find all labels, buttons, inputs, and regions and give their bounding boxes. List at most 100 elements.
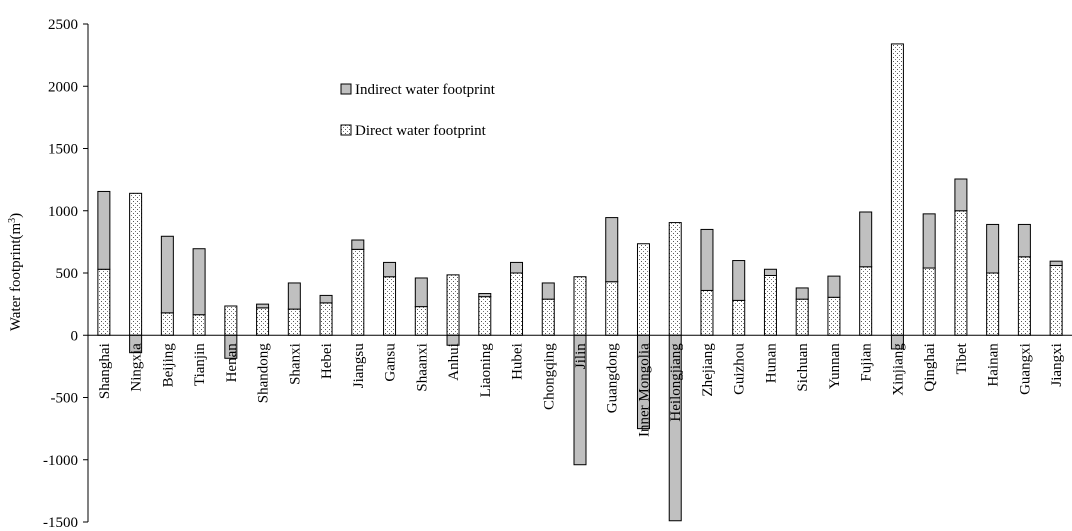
- bar-direct-26: [922, 267, 936, 336]
- y-axis-title: Water footprint(m3): [7, 213, 25, 331]
- y-axis: 2500 2000 1500 1000 500 0 -500 -1000 -1500: [43, 17, 1072, 531]
- bar-direct-27: [954, 210, 968, 336]
- x-tick-label: Liaoning: [478, 343, 494, 398]
- legend-swatch-indirect: [340, 83, 352, 95]
- x-tick-label: Jiangsu: [351, 343, 367, 389]
- bar-direct-1: [129, 192, 143, 336]
- x-tick-label: Shaanxi: [414, 343, 430, 391]
- bar-direct-24: [859, 266, 873, 336]
- legend-label-indirect: Indirect water footprint: [355, 82, 496, 98]
- y-tick-label: 0: [71, 328, 79, 344]
- bar-direct-11: [446, 274, 460, 336]
- x-tick-label: Jiangxi: [1049, 343, 1065, 386]
- bar-indirect-10: [414, 277, 428, 308]
- bar-direct-15: [573, 276, 587, 336]
- x-tick-label: Shandong: [256, 343, 272, 404]
- bar-direct-19: [700, 289, 714, 336]
- x-tick-label: Qinghai: [922, 343, 938, 391]
- x-tick-label: Guizhou: [732, 343, 748, 395]
- x-tick-label: Yunnan: [827, 343, 843, 389]
- bar-direct-4: [224, 305, 238, 336]
- y-tick-label: 500: [56, 266, 79, 282]
- bar-indirect-9: [383, 261, 397, 278]
- y-tick-label: -1500: [43, 515, 78, 531]
- y-axis-title-superscript: 3: [7, 218, 18, 223]
- bar-direct-9: [383, 276, 397, 336]
- x-tick-label: Tibet: [954, 342, 970, 374]
- bar-direct-0: [97, 268, 111, 336]
- bar-direct-6: [287, 308, 301, 336]
- bar-direct-16: [605, 281, 619, 336]
- x-tick-label: Hebei: [319, 343, 335, 379]
- x-tick-label: Henan: [224, 343, 240, 383]
- bar-indirect-5: [256, 303, 270, 309]
- x-tick-label: Xinjiang: [890, 343, 906, 396]
- bar-indirect-21: [763, 268, 777, 276]
- bar-direct-30: [1049, 265, 1063, 336]
- bar-direct-23: [827, 296, 841, 336]
- bar-indirect-19: [700, 228, 714, 291]
- bar-indirect-28: [986, 223, 1000, 274]
- bar-indirect-29: [1017, 223, 1031, 258]
- bar-direct-8: [351, 248, 365, 336]
- bar-direct-17: [636, 243, 650, 336]
- x-tick-label: Beijing: [160, 343, 176, 388]
- y-tick-label: -500: [51, 391, 79, 407]
- bar-indirect-12: [478, 293, 492, 298]
- plot-area: [97, 43, 1063, 522]
- bar-direct-28: [986, 272, 1000, 336]
- x-tick-label: Zhejiang: [700, 343, 716, 397]
- bar-indirect-0: [97, 190, 111, 270]
- bar-direct-10: [414, 306, 428, 336]
- y-tick-label: 2000: [48, 79, 78, 95]
- x-tick-label: Hainan: [986, 343, 1002, 387]
- bar-direct-3: [192, 314, 206, 336]
- bar-direct-5: [256, 307, 270, 336]
- x-axis-labels: Shanghai Ningxia Beijing Tianjin Henan Shando…: [97, 342, 1065, 437]
- bar-indirect-13: [510, 261, 524, 274]
- bar-direct-20: [732, 299, 746, 336]
- x-tick-label: Guangdong: [605, 343, 621, 413]
- bar-direct-13: [510, 272, 524, 336]
- y-tick-label: 1000: [48, 204, 78, 220]
- bar-direct-7: [319, 302, 333, 336]
- bar-indirect-30: [1049, 260, 1063, 267]
- bar-indirect-3: [192, 248, 206, 316]
- x-tick-label: Shanxi: [287, 343, 303, 385]
- bar-indirect-7: [319, 294, 333, 304]
- x-tick-label: Fujian: [859, 343, 875, 382]
- bar-indirect-23: [827, 275, 841, 298]
- y-tick-label: 1500: [48, 142, 78, 158]
- y-tick-label: 2500: [48, 17, 78, 33]
- bar-indirect-14: [541, 282, 555, 300]
- x-tick-label: Anhui: [446, 343, 462, 381]
- bar-indirect-27: [954, 178, 968, 212]
- bar-indirect-22: [795, 287, 809, 300]
- y-tick-label: -1000: [43, 453, 78, 469]
- bar-indirect-8: [351, 239, 365, 250]
- bar-indirect-20: [732, 260, 746, 301]
- bar-indirect-2: [160, 235, 174, 314]
- legend-swatch-direct: [340, 124, 352, 136]
- x-tick-label: Tianjin: [192, 343, 208, 386]
- x-tick-label: Chongqing: [541, 343, 557, 410]
- bar-direct-12: [478, 296, 492, 336]
- bar-direct-29: [1017, 256, 1031, 336]
- x-tick-label: Inner Mongolia: [636, 343, 652, 437]
- bar-direct-18: [668, 222, 682, 336]
- x-tick-label: Sichuan: [795, 343, 811, 392]
- bar-direct-25: [890, 43, 904, 336]
- x-tick-label: Shanghai: [97, 343, 113, 399]
- x-tick-label: Hubei: [510, 343, 526, 380]
- bar-direct-14: [541, 298, 555, 336]
- x-tick-label: Gansu: [383, 343, 399, 382]
- bar-direct-2: [160, 312, 174, 336]
- x-tick-label: Jilin: [573, 343, 589, 369]
- x-tick-label: Guangxi: [1017, 343, 1033, 395]
- x-tick-label: Hunan: [763, 343, 779, 383]
- bar-indirect-24: [859, 211, 873, 268]
- legend-label-direct: Direct water footprint: [355, 123, 487, 139]
- x-tick-label: Ningxia: [129, 343, 145, 392]
- bar-indirect-16: [605, 217, 619, 283]
- x-tick-label: Heilongjiang: [668, 343, 684, 422]
